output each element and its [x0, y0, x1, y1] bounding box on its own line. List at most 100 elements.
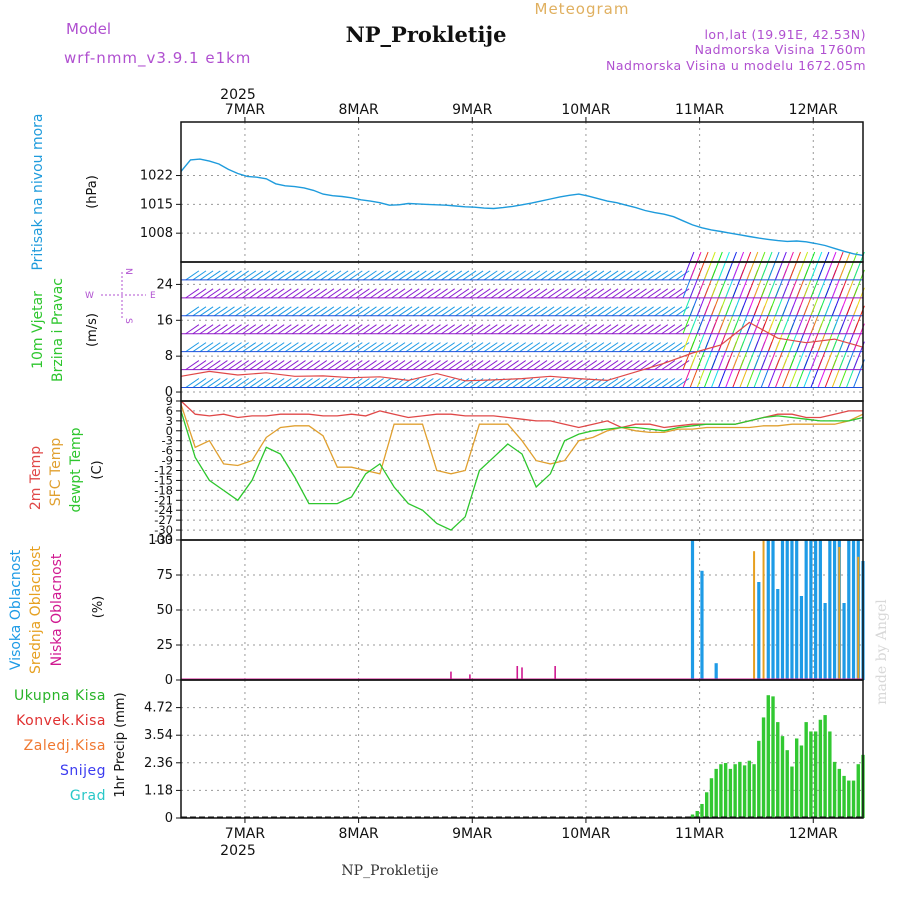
model-altitude-label: Nadmorska Visina u modelu 1672.05m	[606, 58, 866, 73]
precip-bar	[823, 715, 827, 818]
temp-2m-line	[180, 400, 863, 429]
precip-legend-item: Konvek.Kisa	[16, 713, 106, 729]
precip-bar	[714, 768, 718, 818]
cloud-high-bar	[847, 540, 851, 680]
model-label: Model	[66, 20, 111, 38]
cloud-low-bar	[469, 674, 471, 680]
precip-yticks: 4.72 3.54 2.36 1.18 0	[144, 701, 173, 826]
cloud-high-bar	[757, 582, 761, 680]
cloud-high-bar	[795, 540, 799, 680]
svg-text:E: E	[150, 291, 156, 301]
wind-ylabel-line1: 10m Vjetar	[30, 291, 46, 369]
precip-tick: 0	[165, 811, 173, 826]
precip-bar	[771, 696, 775, 818]
precip-bar	[728, 768, 733, 818]
compass-icon: W E N S	[85, 268, 156, 324]
cloud-tick: 100	[148, 533, 173, 548]
chart-title: NP_Prokletije	[346, 22, 507, 47]
svg-text:W: W	[85, 291, 94, 301]
cloud-low-bar	[450, 671, 452, 680]
cloud-high-bar	[823, 603, 827, 680]
pressure-ylabel: Pritisak na nivou mora	[30, 113, 46, 270]
cloud-ylabel-low: Niska Oblacnost	[49, 553, 65, 666]
cloud-mid-bar	[762, 540, 765, 680]
precip-bar	[761, 717, 766, 818]
meteogram-label: Meteogram	[535, 0, 630, 18]
watermark: made by Angel	[874, 599, 890, 705]
cloud-tick: 25	[156, 638, 173, 653]
temp-tick: -18	[154, 483, 173, 497]
bottom-day-label: 9MAR	[452, 826, 493, 842]
precip-legend: Ukupna Kisa Konvek.Kisa Zaledj.Kisa Snijeg G…	[14, 688, 106, 804]
pressure-tick: 1015	[140, 197, 173, 212]
precip-bar	[832, 761, 837, 818]
footer-station-label: NP_Prokletije	[341, 863, 438, 879]
cloud-high-bar	[799, 596, 804, 680]
pressure-tick: 1008	[140, 226, 173, 241]
precip-bar	[809, 731, 813, 818]
cloud-high-bar	[776, 589, 780, 680]
cloud-ylabel-mid: Srednja Oblacnost	[28, 546, 44, 674]
svg-text:S: S	[123, 318, 133, 324]
temp-tick: 9	[166, 394, 173, 408]
precip-legend-item: Ukupna Kisa	[14, 688, 106, 704]
bottom-day-label: 12MAR	[789, 826, 838, 842]
temp-tick: -24	[154, 503, 173, 517]
cloud-high-bar	[785, 540, 789, 680]
top-day-label: 11MAR	[675, 102, 724, 118]
lonlat-label: lon,lat (19.91E, 42.53N)	[704, 27, 866, 42]
precip-legend-item: Grad	[70, 788, 106, 804]
bottom-day-label: 7MAR	[225, 826, 266, 842]
svg-text:N: N	[123, 268, 133, 275]
cloud-high-bar	[790, 540, 794, 680]
cloud-high-bar	[814, 540, 818, 680]
wind-speed-line	[180, 321, 864, 382]
cloud-high-bar	[809, 540, 813, 680]
frame-layer	[180, 117, 864, 823]
bottom-time-labels: 7MAR 8MAR 9MAR 10MAR 11MAR 12MAR	[225, 826, 838, 842]
precip-bar	[813, 731, 818, 818]
temp-ylabel-dewpt: dewpt Temp	[68, 427, 84, 512]
precip-bar	[799, 745, 804, 818]
cloud-tick: 0	[165, 673, 173, 688]
precip-bar	[842, 775, 846, 818]
precip-tick: 1.18	[144, 783, 173, 798]
temp-sfc-line	[180, 404, 864, 475]
cloud-ylabel-high: Visoka Oblacnost	[8, 549, 24, 670]
precip-tick: 3.54	[144, 728, 173, 743]
top-time-labels: 7MAR 8MAR 9MAR 10MAR 11MAR 12MAR	[225, 102, 838, 118]
series-layer	[180, 158, 865, 818]
cloud-low-bar	[516, 666, 519, 680]
temp-tick: -12	[154, 464, 173, 478]
temp-unit: (C)	[90, 460, 105, 479]
temp-tick: 0	[166, 424, 173, 438]
temp-tick: -9	[162, 454, 173, 468]
precip-bar	[752, 764, 756, 818]
temp-tick: -27	[154, 513, 173, 527]
cloud-unit: (%)	[91, 596, 106, 619]
precip-bar	[733, 764, 737, 818]
cloud-high-bar	[842, 603, 846, 680]
pressure-tick: 1022	[140, 169, 173, 184]
precip-bar	[790, 766, 794, 818]
cloud-high-bar	[766, 540, 770, 680]
precip-bar	[695, 810, 699, 818]
precip-bar	[709, 778, 714, 818]
wind-tick: 24	[156, 277, 173, 292]
precip-bar	[776, 722, 780, 818]
precip-bar	[742, 765, 747, 818]
bottom-day-label: 10MAR	[561, 826, 610, 842]
cloud-mid-bar	[857, 556, 860, 680]
cloud-high-bar	[780, 540, 785, 680]
cloud-high-bar	[818, 540, 822, 680]
bottom-day-label: 8MAR	[338, 826, 379, 842]
temp-ylabel-sfc: SFC Temp	[48, 438, 64, 507]
cloud-high-bar	[690, 540, 695, 680]
precip-bar	[705, 792, 709, 818]
top-day-label: 9MAR	[452, 102, 493, 118]
cloud-tick: 50	[156, 603, 173, 618]
temp-tick: -33	[154, 533, 173, 547]
cloud-tick: 75	[156, 568, 173, 583]
precip-bar	[723, 763, 728, 818]
cloud-yticks: 100 75 50 25 0	[148, 533, 173, 688]
